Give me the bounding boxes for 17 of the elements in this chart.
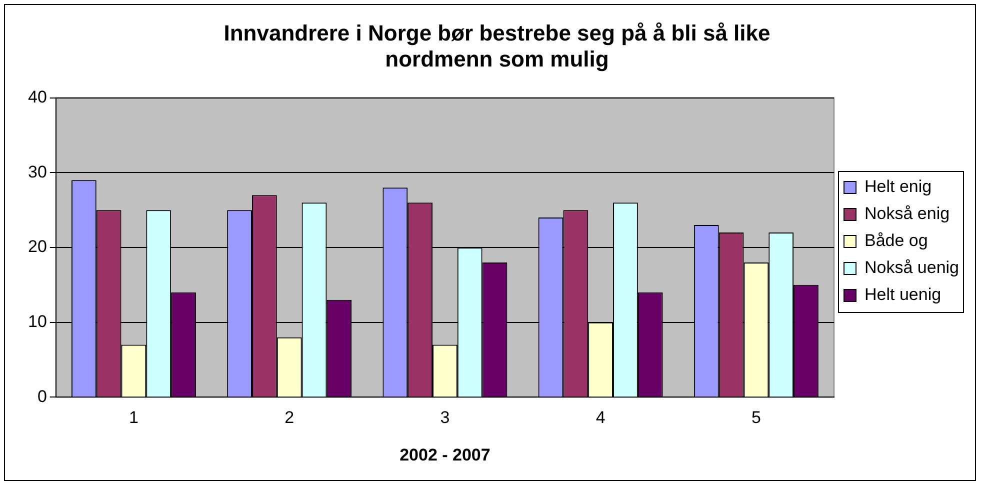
legend-label: Helt uenig [864, 285, 942, 304]
y-tick-label: 10 [28, 312, 47, 332]
x-tick-label: 3 [440, 408, 450, 428]
x-tick-label: 5 [751, 408, 761, 428]
y-tick-label: 20 [28, 237, 47, 256]
y-tick-label: 0 [37, 386, 47, 406]
chart-title: Innvandrere i Norge bør bestrebe seg på å bli så like nordmenn som mulig [224, 20, 770, 72]
x-tick-label: 4 [596, 408, 606, 428]
legend-label: Helt enig [864, 177, 932, 196]
x-axis-title: 2002 - 2007 [400, 445, 490, 464]
legend-label: Nokså enig [864, 204, 950, 224]
y-tick-label: 30 [28, 162, 47, 182]
x-tick-label: 1 [128, 408, 138, 428]
legend-label: Både og [864, 231, 928, 250]
legend-label: Nokså uenig [864, 258, 960, 278]
y-tick-label: 40 [28, 87, 47, 106]
x-tick-label: 2 [284, 408, 294, 428]
